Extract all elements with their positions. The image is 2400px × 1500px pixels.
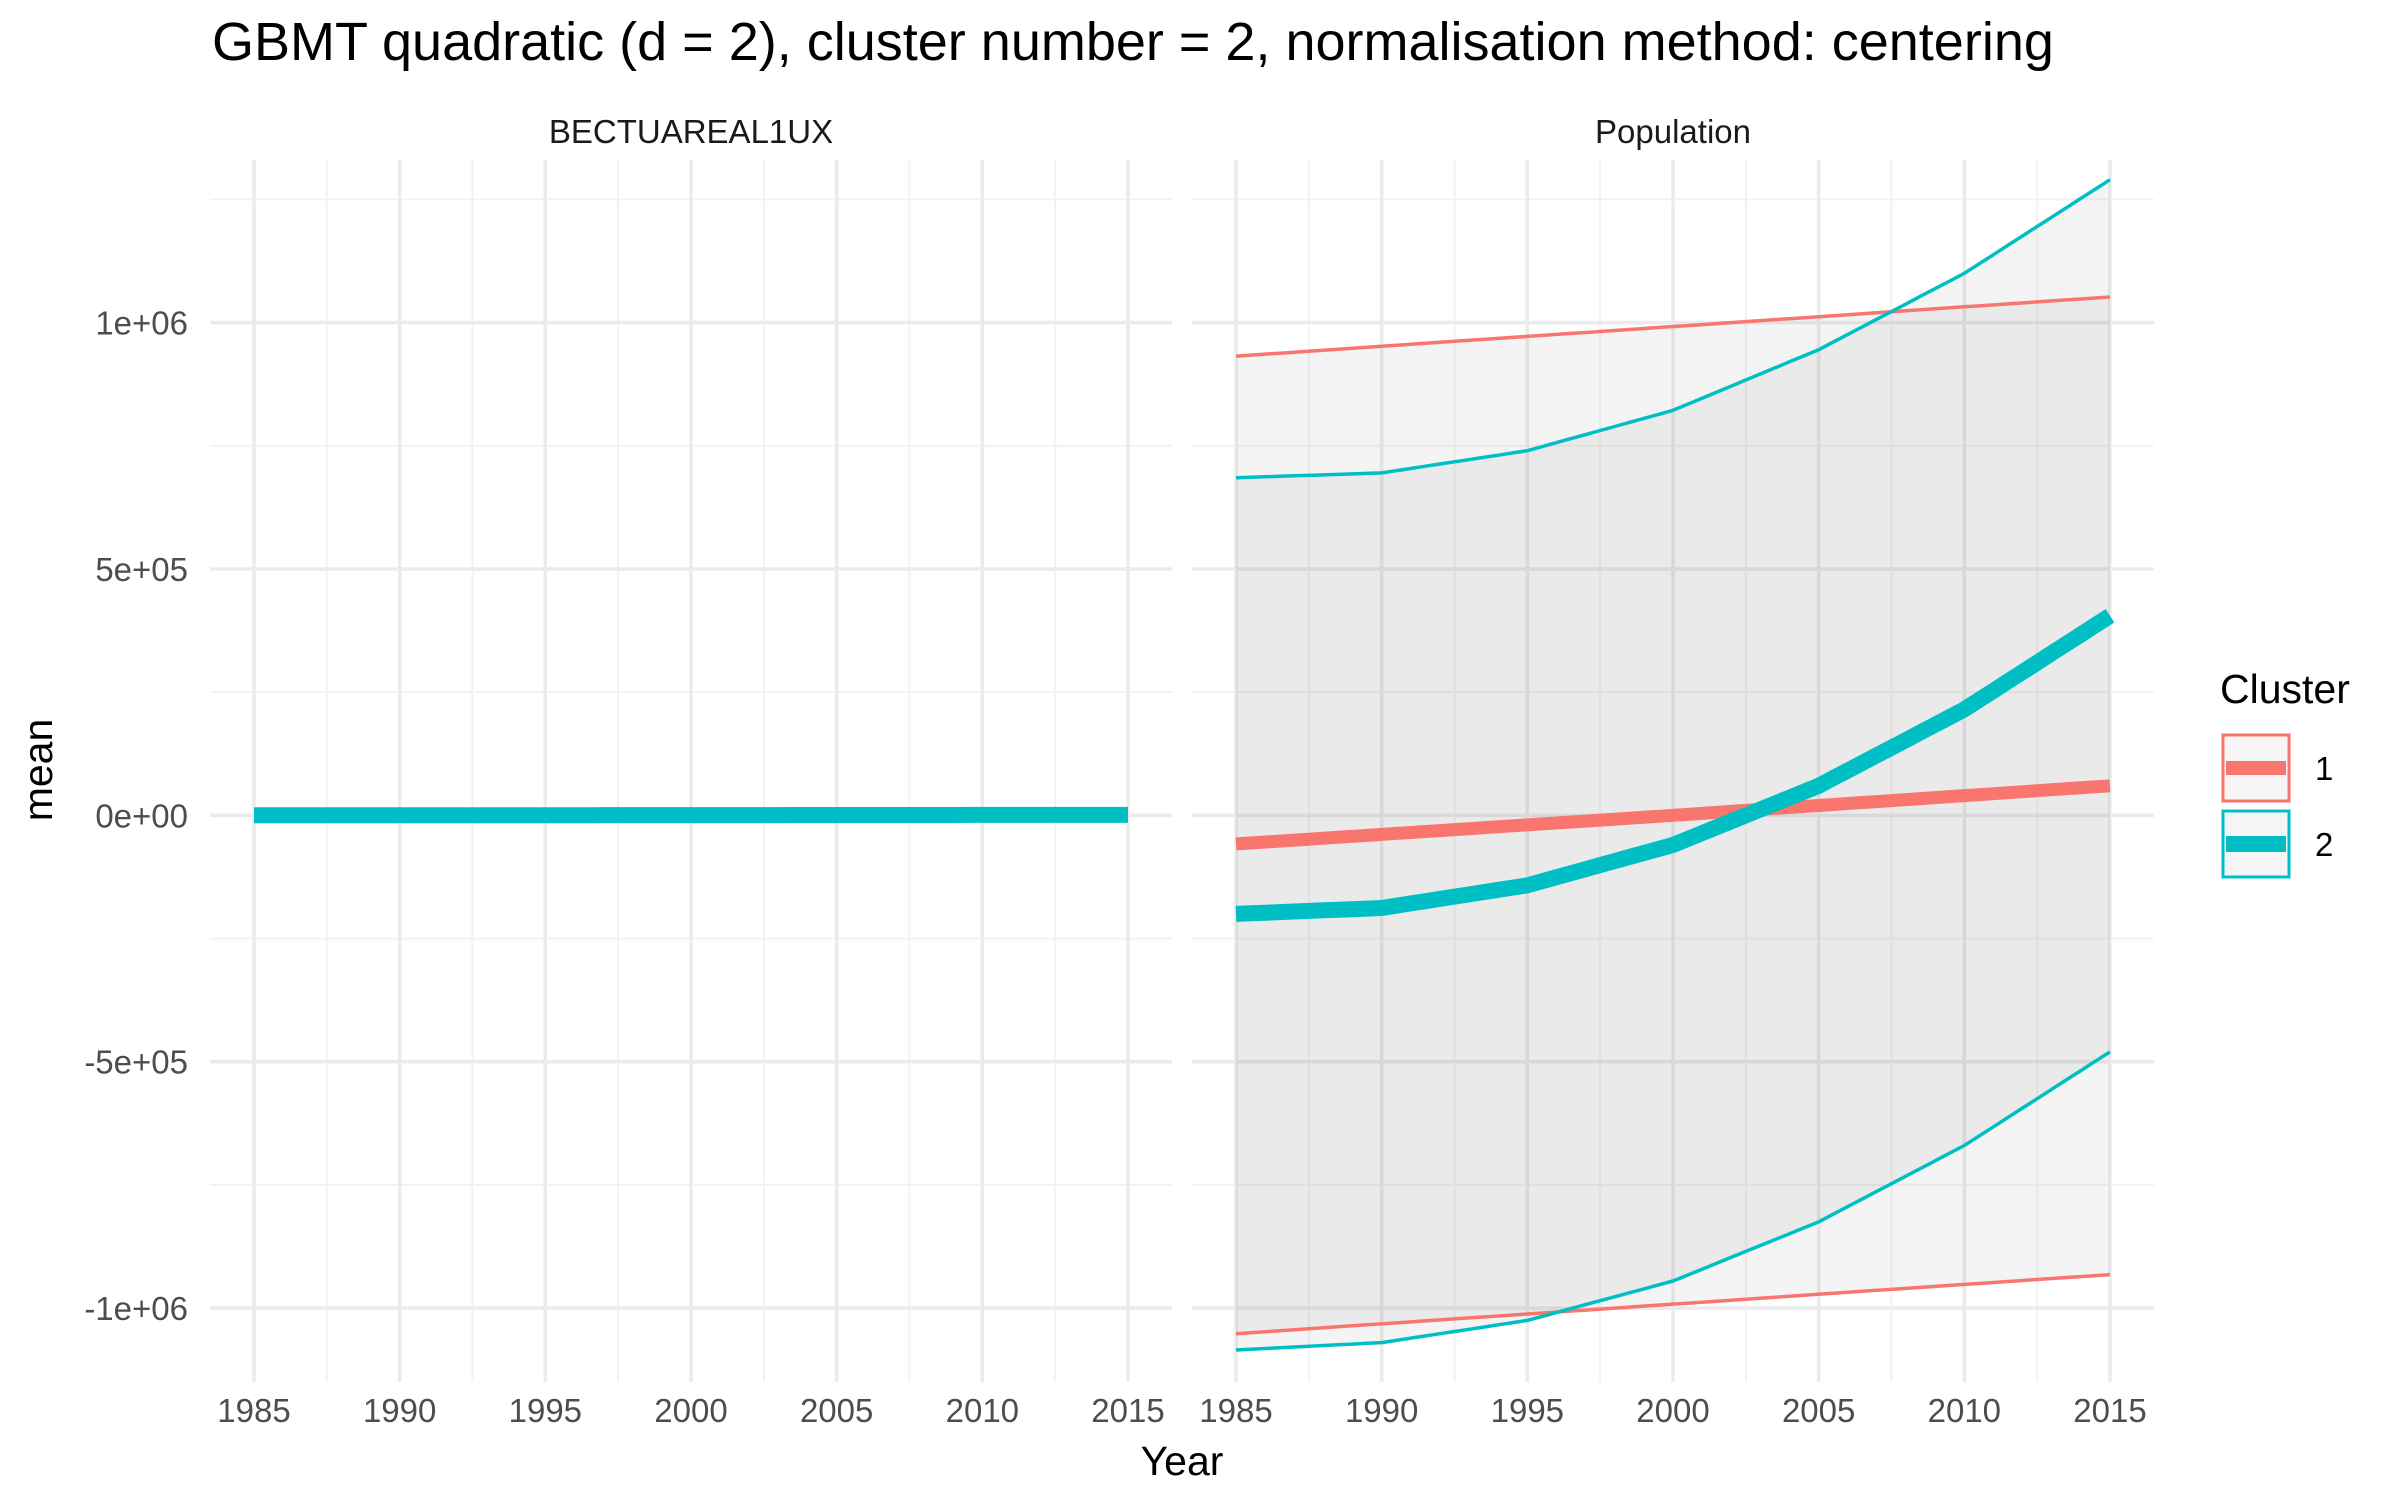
y-tick-label: 5e+05 <box>95 551 188 588</box>
y-axis-title: mean <box>15 719 61 822</box>
cluster-2-mean-line <box>1235 609 2115 922</box>
panel-strip-label: BECTUAREAL1UX <box>549 113 833 150</box>
cluster-1-lower-line <box>1235 1272 2111 1336</box>
legend-title: Cluster <box>2220 666 2350 712</box>
cluster-2-lower-line <box>1235 1050 2111 1352</box>
y-axis: 1e+06 5e+05 0e+00 -5e+05 -1e+06 <box>84 305 188 1327</box>
x-tick-label: 1990 <box>363 1392 436 1429</box>
panel-strip-label: Population <box>1595 113 1751 150</box>
legend-label: 2 <box>2315 826 2333 863</box>
x-tick-label: 1995 <box>1491 1392 1564 1429</box>
x-tick-label: 2005 <box>800 1392 873 1429</box>
cluster-2-upper-line <box>1235 178 2111 480</box>
y-tick-label: 0e+00 <box>95 797 188 834</box>
x-tick-label: 2010 <box>946 1392 1019 1429</box>
x-tick-label: 2000 <box>654 1392 727 1429</box>
x-axis-title: Year <box>1141 1438 1224 1484</box>
legend-label: 1 <box>2315 750 2333 787</box>
cluster-1-mean-line <box>1235 779 2111 851</box>
y-tick-label: -5e+05 <box>84 1044 188 1081</box>
x-tick-label: 1985 <box>1199 1392 1272 1429</box>
y-tick-label: -1e+06 <box>84 1290 188 1327</box>
x-axis: 1985 1990 1995 2000 2005 2010 2015 1985 1990 1995… <box>217 1392 2146 1429</box>
x-tick-label: 2015 <box>1091 1392 1164 1429</box>
x-tick-label: 1990 <box>1345 1392 1418 1429</box>
x-tick-label: 2015 <box>2073 1392 2146 1429</box>
legend: Cluster 1 2 <box>2220 666 2350 879</box>
y-tick-label: 1e+06 <box>95 305 188 342</box>
x-tick-label: 2000 <box>1636 1392 1709 1429</box>
x-tick-label: 2010 <box>1928 1392 2001 1429</box>
cluster-1-upper-line <box>1235 295 2111 358</box>
x-tick-label: 2005 <box>1782 1392 1855 1429</box>
chart-title: GBMT quadratic (d = 2), cluster number =… <box>212 12 2054 72</box>
x-tick-label: 1985 <box>217 1392 290 1429</box>
panel-bectuareal1ux: BECTUAREAL1UX <box>210 113 1172 1382</box>
cluster-2-ribbon <box>1236 179 2110 1351</box>
panel-population: Population <box>1192 113 2154 1382</box>
x-tick-label: 1995 <box>509 1392 582 1429</box>
